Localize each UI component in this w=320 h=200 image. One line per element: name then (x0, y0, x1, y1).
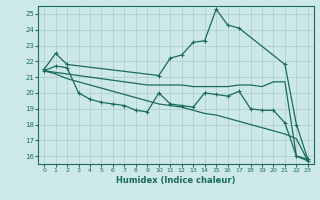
X-axis label: Humidex (Indice chaleur): Humidex (Indice chaleur) (116, 176, 236, 185)
